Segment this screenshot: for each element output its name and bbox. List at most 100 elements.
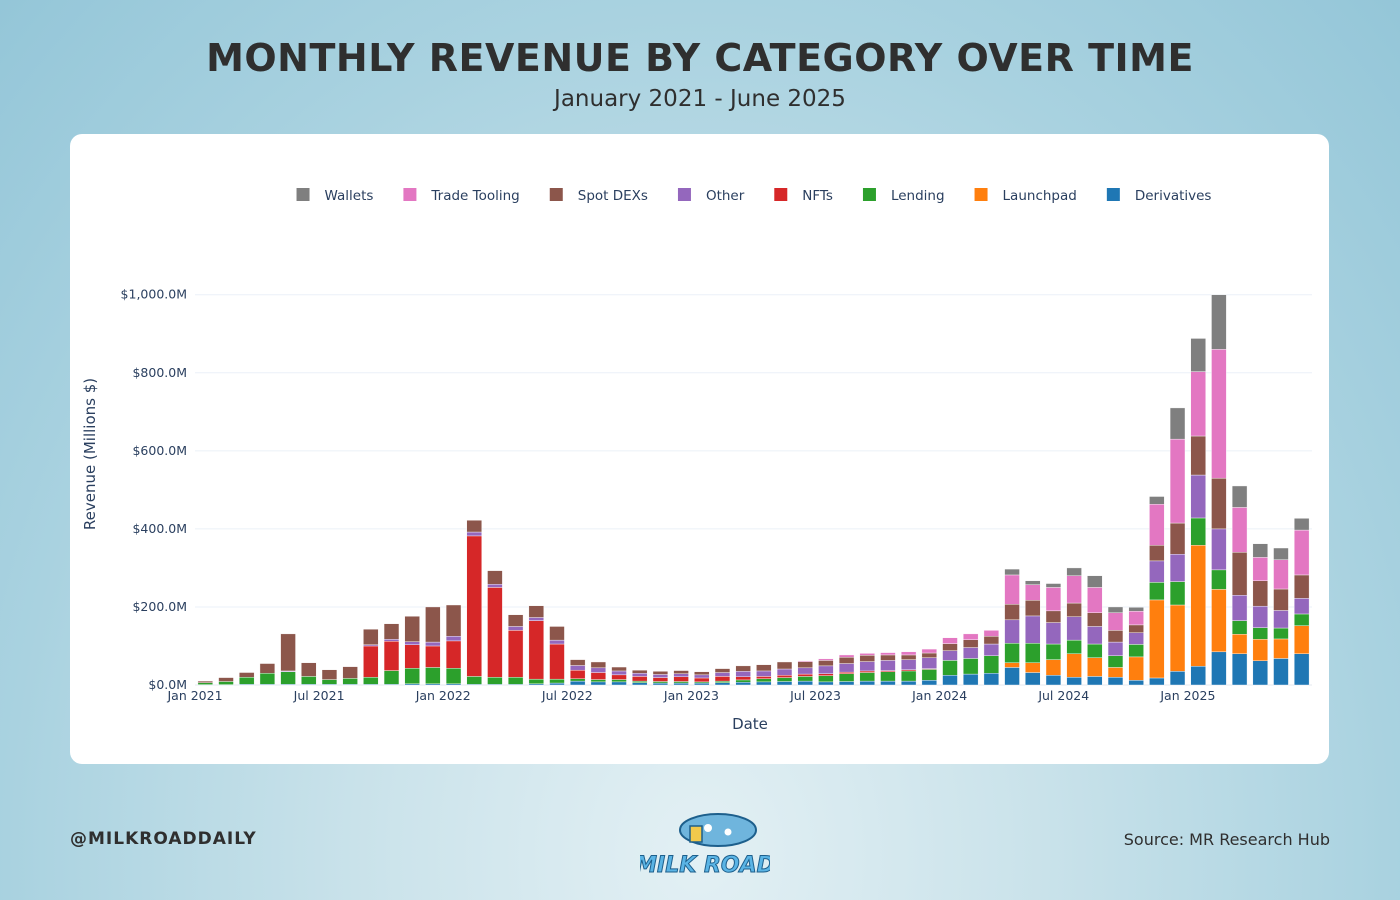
bar-segment-spot-dexs: [549, 626, 565, 641]
bar-segment-lending: [280, 671, 296, 685]
bar-segment-other: [528, 617, 544, 621]
bar-segment-spot-dexs: [1273, 588, 1289, 611]
legend-item-derivatives[interactable]: Derivatives: [1106, 188, 1212, 204]
bar-segment-derivatives: [1004, 667, 1020, 686]
bar-segment-other: [921, 657, 937, 669]
bar-segment-nfts: [859, 670, 875, 673]
bar-segment-lending: [1169, 581, 1186, 606]
bar-segment-lending: [570, 678, 586, 682]
bar-segment-other: [425, 641, 441, 647]
bar-segment-lending: [321, 679, 338, 685]
bar-segment-lending: [1066, 639, 1082, 654]
bar-segment-nfts: [673, 676, 689, 682]
bar-segment-other: [776, 668, 793, 676]
bar-segment-spot-dexs: [466, 520, 482, 533]
bar-segment-derivatives: [880, 680, 896, 686]
bar-segment-spot-dexs: [1025, 600, 1041, 617]
bar-segment-wallets: [1107, 606, 1124, 614]
bar-segment-spot-dexs: [632, 669, 648, 674]
y-tick-label: $600.0M: [132, 443, 187, 458]
bar-segment-spot-dexs: [900, 654, 917, 660]
bar-segment-lending: [735, 679, 751, 683]
bar-segment-derivatives: [1169, 671, 1186, 686]
bar-segment-lending: [487, 676, 503, 685]
bar-segment-lending: [259, 673, 276, 685]
bar-segment-other: [1273, 610, 1289, 629]
bar-segment-spot-dexs: [921, 652, 937, 658]
bar-segment-spot-dexs: [425, 606, 441, 643]
x-tick-label: Jul 2023: [789, 688, 841, 703]
bar-segment-spot-dexs: [1087, 612, 1103, 627]
bar-segment-spot-dexs: [487, 570, 503, 585]
bar-segment-other: [818, 665, 834, 674]
legend-label: Derivatives: [1135, 188, 1212, 204]
legend-item-spot-dexs[interactable]: Spot DEXs: [549, 188, 648, 204]
legend-swatch: [296, 188, 310, 201]
bar-segment-trade-tooling: [818, 658, 834, 661]
bar-segment-nfts: [528, 620, 544, 680]
bar-segment-spot-dexs: [1066, 602, 1082, 617]
legend-item-lending[interactable]: Lending: [862, 188, 945, 204]
bar-segment-nfts: [363, 645, 379, 678]
bar-segment-lending: [1128, 644, 1144, 658]
legend-item-wallets[interactable]: Wallets: [296, 188, 374, 204]
bar-segment-trade-tooling: [1169, 438, 1186, 524]
bar-segment-wallets: [1045, 583, 1062, 588]
bar-segment-spot-dexs: [507, 614, 524, 627]
legend-item-other[interactable]: Other: [677, 188, 745, 204]
bar-segment-wallets: [1252, 543, 1268, 558]
bar-segment-lending: [528, 678, 544, 685]
bar-segment-wallets: [1169, 407, 1186, 440]
legend-swatch: [403, 188, 417, 201]
bar-segment-other: [652, 674, 669, 678]
bar-segment-other: [797, 667, 813, 675]
legend-label: Launchpad: [1003, 188, 1077, 204]
bar-segment-lending: [1273, 627, 1289, 640]
bar-segment-nfts: [818, 673, 834, 676]
bar-segment-spot-dexs: [280, 633, 296, 672]
bar-segment-lending: [342, 678, 358, 685]
bar-segment-spot-dexs: [197, 680, 213, 683]
milk-carton-icon: [689, 825, 703, 843]
bar-segment-nfts: [507, 630, 524, 678]
bar-segment-other: [1025, 615, 1041, 644]
bar-segment-other: [1252, 605, 1268, 628]
legend-item-nfts[interactable]: NFTs: [774, 188, 833, 204]
bar-segment-lending: [1211, 569, 1227, 590]
bar-segment-derivatives: [632, 682, 648, 686]
bar-segment-lending: [652, 681, 669, 684]
bar-segment-spot-dexs: [611, 666, 627, 672]
legend-item-launchpad[interactable]: Launchpad: [974, 188, 1077, 204]
bar-segment-lending: [838, 673, 855, 682]
bar-segment-nfts: [466, 535, 482, 677]
bar-segment-derivatives: [756, 681, 772, 686]
bar-segment-other: [900, 659, 917, 670]
bar-segment-trade-tooling: [1294, 529, 1310, 576]
bar-segment-lending: [445, 668, 462, 685]
bar-segment-lending: [818, 675, 834, 683]
bar-segment-launchpad: [1066, 653, 1082, 678]
bar-segment-nfts: [445, 640, 462, 669]
bar-segment-lending: [197, 682, 213, 685]
bar-segment-launchpad: [1211, 589, 1227, 653]
bar-segment-derivatives: [859, 680, 875, 686]
bar-segment-derivatives: [1045, 675, 1062, 686]
bar-segment-derivatives: [590, 681, 607, 686]
bar-segment-trade-tooling: [859, 653, 875, 656]
legend-item-trade-tooling[interactable]: Trade Tooling: [403, 188, 520, 204]
bar-segment-other: [632, 673, 648, 677]
bar-segment-trade-tooling: [1231, 507, 1248, 553]
bar-segment-trade-tooling: [1045, 587, 1062, 612]
bar-segment-wallets: [1190, 338, 1206, 372]
gridlines: [195, 294, 1312, 686]
bar-segment-launchpad: [1273, 638, 1289, 659]
bar-segment-launchpad: [1107, 667, 1124, 678]
legend-swatch: [1106, 188, 1120, 201]
bar-segment-spot-dexs: [1169, 522, 1186, 555]
bar-segment-derivatives: [549, 682, 565, 686]
bar-segment-spot-dexs: [445, 604, 462, 637]
bar-segment-launchpad: [1025, 662, 1041, 673]
bar-segment-spot-dexs: [1004, 604, 1020, 621]
bar-segment-spot-dexs: [363, 628, 379, 646]
bar-segment-lending: [1004, 643, 1020, 663]
